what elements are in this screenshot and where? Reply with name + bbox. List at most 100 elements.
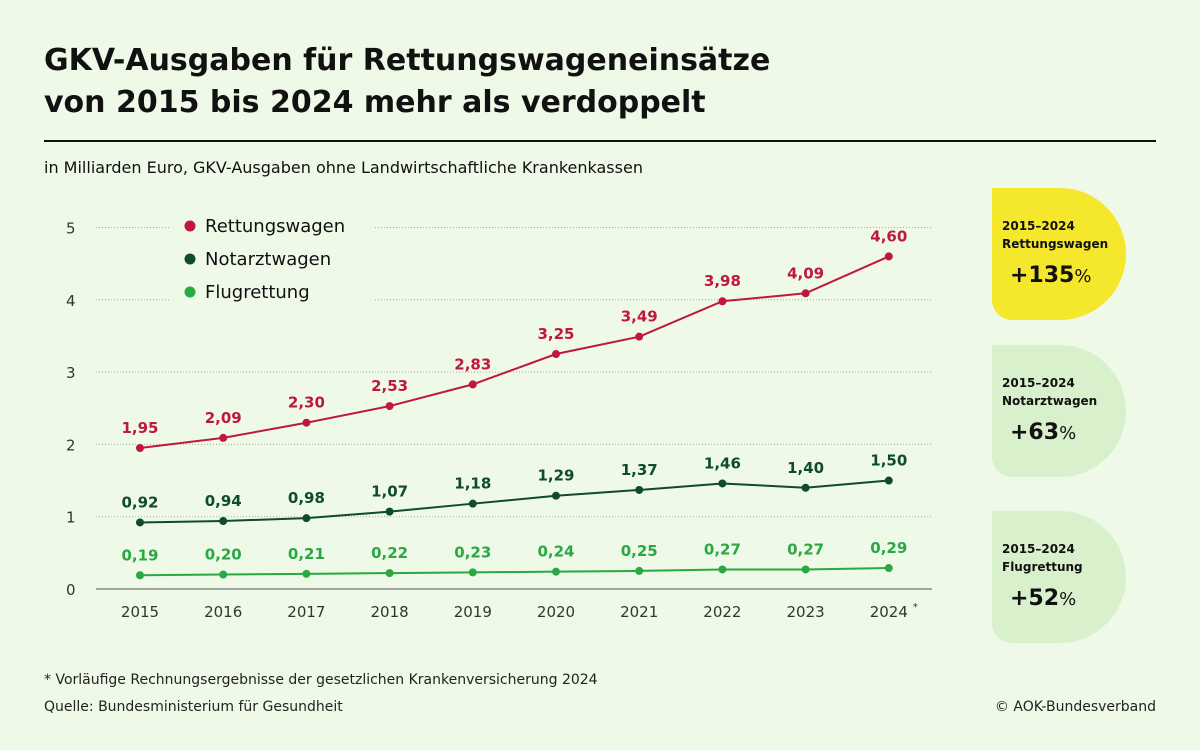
data-point xyxy=(635,566,644,575)
y-tick-label: 4 xyxy=(66,292,76,310)
grid xyxy=(96,227,932,590)
chart-subtitle: in Milliarden Euro, GKV-Ausgaben ohne La… xyxy=(44,158,643,177)
data-point xyxy=(136,571,144,580)
data-point xyxy=(552,350,560,359)
y-tick-label: 2 xyxy=(66,436,76,454)
legend-marker xyxy=(184,220,196,232)
data-point xyxy=(136,518,144,527)
data-point xyxy=(385,569,394,578)
data-point xyxy=(219,570,228,579)
data-label: 0,29 xyxy=(870,539,907,557)
data-point xyxy=(219,433,228,442)
x-tick-label: 2019 xyxy=(454,603,492,621)
x-tick-label: 2018 xyxy=(371,603,409,621)
badge-change: +52% xyxy=(1010,586,1076,611)
data-point xyxy=(884,564,893,573)
x-tick-label: 2024 xyxy=(870,603,908,621)
badge-period: 2015–2024 xyxy=(1002,376,1075,390)
footnote: * Vorläufige Rechnungsergebnisse der ges… xyxy=(44,672,598,688)
badge-period: 2015–2024 xyxy=(1002,542,1075,556)
y-tick-label: 5 xyxy=(66,220,76,238)
badge-shape xyxy=(992,345,1126,477)
badge-change: +135% xyxy=(1010,263,1091,288)
badges: 2015–2024 Rettungswagen +135% 2015–2024 Nota… xyxy=(992,188,1126,643)
legend-panel xyxy=(170,205,375,310)
data-point xyxy=(219,517,228,526)
legend-entry: Rettungswagen xyxy=(205,216,345,237)
data-point xyxy=(718,565,727,574)
data-label: 0,23 xyxy=(454,543,491,561)
x-tick-label: 2015 xyxy=(121,603,159,621)
series-line-rettungswagen xyxy=(139,255,890,450)
data-label: 0,22 xyxy=(371,544,408,562)
y-tick-label: 0 xyxy=(66,581,76,599)
data-label: 0,19 xyxy=(121,546,158,564)
badge-label: Rettungswagen xyxy=(1002,237,1108,251)
data-label: 1,07 xyxy=(371,483,408,501)
data-label: 1,18 xyxy=(454,475,491,493)
data-point xyxy=(302,514,311,523)
data-point xyxy=(468,568,477,577)
data-label: 1,40 xyxy=(787,459,824,477)
x-tick-asterisk: * xyxy=(913,602,918,613)
data-point xyxy=(552,567,560,576)
data-label: 1,50 xyxy=(870,452,907,470)
x-tick-label: 2022 xyxy=(703,603,741,621)
badge-period: 2015–2024 xyxy=(1002,219,1075,233)
data-label: 3,98 xyxy=(704,272,741,290)
data-label: 2,83 xyxy=(454,355,491,373)
data-point xyxy=(801,565,810,574)
series-line-notarztwagen xyxy=(139,479,889,524)
data-point xyxy=(302,569,311,578)
y-axis: 0 1 2 3 4 5 xyxy=(66,220,76,600)
data-label: 0,94 xyxy=(205,492,242,510)
data-point xyxy=(385,402,394,411)
data-point xyxy=(635,485,644,494)
data-label: 1,37 xyxy=(621,461,658,479)
data-label: 2,30 xyxy=(288,394,325,412)
data-point xyxy=(801,289,810,298)
badge-shape xyxy=(992,188,1126,320)
data-label: 0,92 xyxy=(121,493,158,511)
x-axis: 2015 2016 2017 2018 2019 2020 2021 2022 2023 2024… xyxy=(121,602,918,621)
y-tick-label: 1 xyxy=(66,509,76,527)
data-point xyxy=(718,297,727,306)
data-label: 4,60 xyxy=(870,227,907,245)
data-label: 0,27 xyxy=(787,540,824,558)
data-point xyxy=(136,444,144,453)
data-point xyxy=(468,499,477,508)
data-point xyxy=(385,507,394,516)
data-point xyxy=(884,252,893,261)
badge-change: +63% xyxy=(1010,420,1076,445)
title-divider xyxy=(44,140,1156,142)
data-point xyxy=(552,491,560,500)
legend-entry: Notarztwagen xyxy=(205,249,331,270)
data-label: 0,20 xyxy=(205,546,242,564)
legend-background xyxy=(170,205,375,310)
data-label: 0,98 xyxy=(288,489,325,507)
data-point xyxy=(718,479,727,488)
x-tick-label: 2016 xyxy=(204,603,242,621)
data-point xyxy=(468,380,477,389)
badge-label: Notarztwagen xyxy=(1002,394,1097,408)
badge-label: Flugrettung xyxy=(1002,560,1083,574)
chart-title: GKV-Ausgaben für Rettungswageneinsätze v… xyxy=(44,40,1044,124)
data-label: 0,27 xyxy=(704,540,741,558)
data-label: 3,49 xyxy=(621,308,658,326)
data-label: 1,29 xyxy=(537,467,574,485)
data-point xyxy=(801,483,810,492)
data-point xyxy=(884,476,893,485)
legend-entry: Flugrettung xyxy=(205,282,310,303)
badge-shape xyxy=(992,511,1126,643)
data-point xyxy=(635,332,644,341)
data-label: 3,25 xyxy=(537,325,574,343)
source: Quelle: Bundesministerium für Gesundheit xyxy=(44,699,343,715)
data-label: 0,25 xyxy=(621,542,658,560)
series-line-flugrettung xyxy=(139,567,889,577)
y-tick-label: 3 xyxy=(66,364,76,382)
data-point xyxy=(302,418,311,427)
legend-marker xyxy=(184,253,196,265)
data-label: 0,21 xyxy=(288,545,325,563)
legend: Rettungswagen Notarztwagen Flugrettung xyxy=(184,216,345,303)
